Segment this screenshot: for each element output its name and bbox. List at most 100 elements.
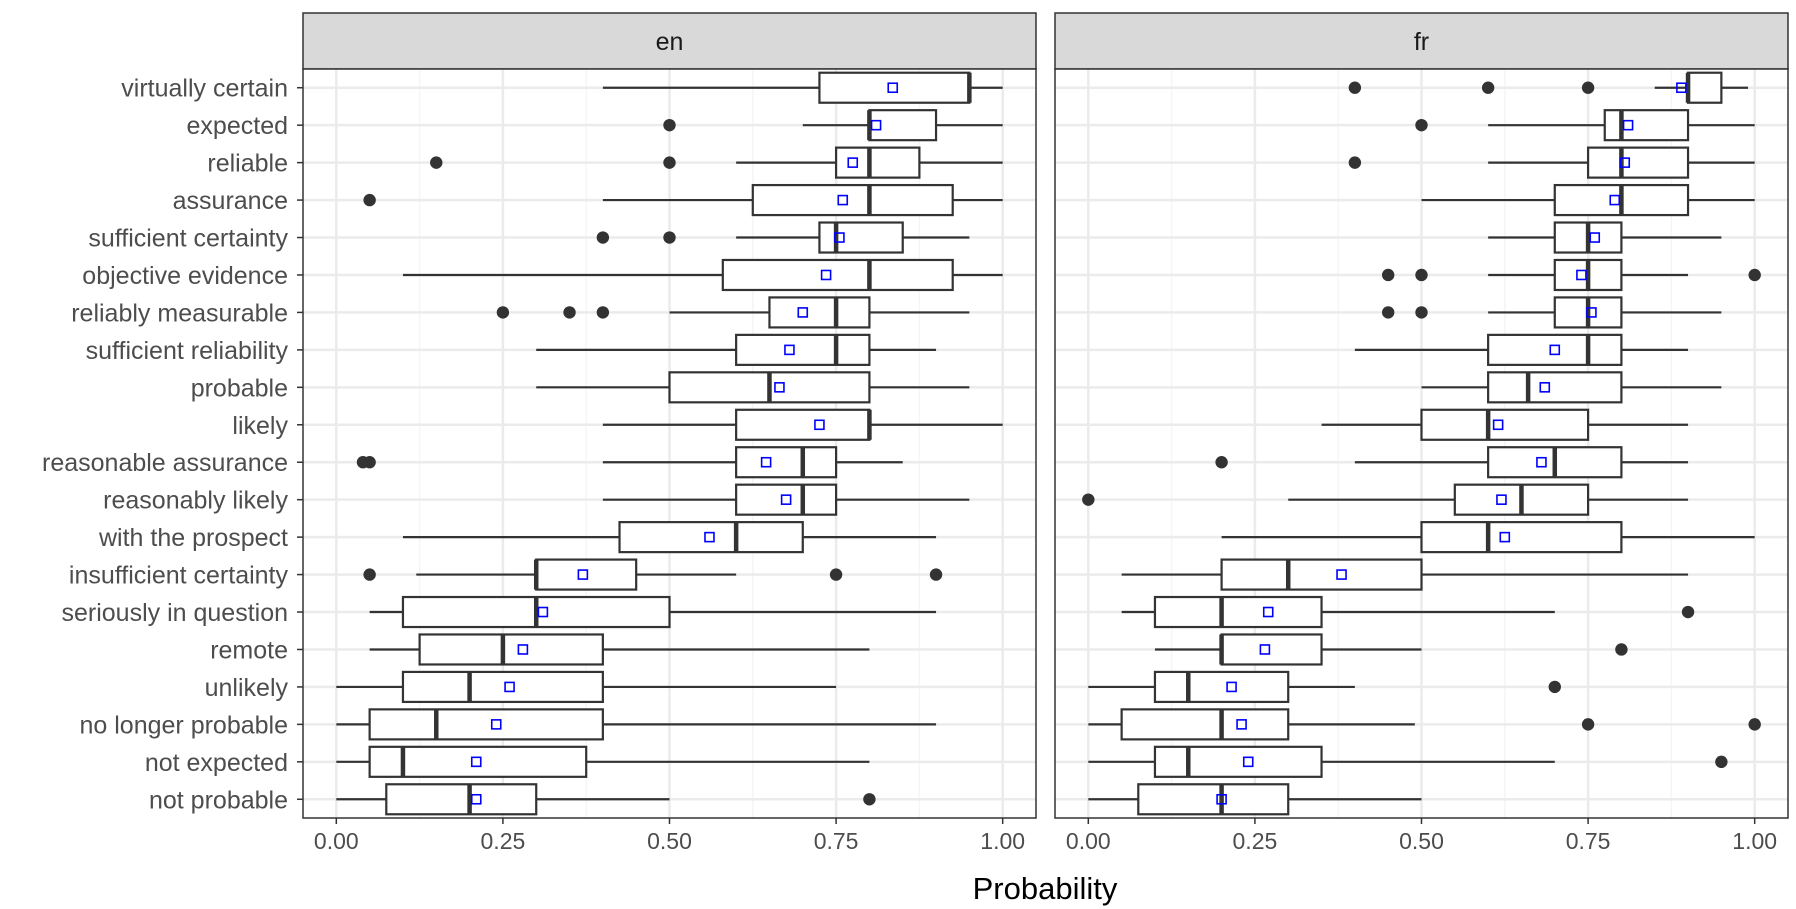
category-label: no longer probable	[80, 711, 289, 739]
outlier-point	[1581, 81, 1595, 94]
iqr-box	[618, 521, 804, 554]
iqr-box	[368, 708, 604, 741]
iqr-box	[768, 296, 871, 329]
boxplot	[1221, 521, 1755, 554]
mean-marker	[780, 494, 792, 505]
category-label: remote	[210, 636, 288, 664]
mean-marker	[704, 531, 715, 543]
iqr-box	[1153, 595, 1323, 629]
boxplot	[536, 333, 937, 366]
boxplot	[1348, 71, 1749, 104]
boxplot	[356, 446, 903, 479]
iqr-box	[418, 633, 604, 666]
outlier-point	[663, 118, 676, 132]
x-tick-label: 0.25	[1233, 828, 1278, 854]
iqr-box	[1586, 146, 1690, 179]
iqr-box	[1603, 109, 1690, 142]
mean-marker	[577, 569, 589, 580]
x-tick-label: 0.00	[314, 828, 359, 854]
category-label: probable	[191, 374, 288, 402]
mean-marker	[784, 344, 795, 356]
iqr-box	[1137, 783, 1290, 816]
outlier-point	[563, 306, 576, 319]
boxplot	[1381, 258, 1761, 292]
mean-marker	[774, 382, 785, 393]
mean-marker	[470, 793, 482, 805]
iqr-box	[1487, 371, 1623, 404]
mean-marker	[1499, 531, 1511, 543]
mean-marker	[537, 606, 549, 618]
boxplot	[336, 783, 876, 816]
outlier-point	[1415, 268, 1428, 282]
iqr-box	[818, 221, 904, 254]
category-label: not probable	[149, 786, 288, 814]
outlier-point	[663, 156, 676, 169]
outlier-point	[1415, 118, 1428, 132]
facet-strip	[1054, 12, 1789, 70]
boxplot	[1421, 183, 1755, 217]
outlier-point	[1082, 493, 1095, 506]
boxplot	[402, 258, 1003, 292]
outlier-point	[1548, 680, 1561, 694]
outlier-point	[863, 793, 876, 806]
mean-marker	[1609, 194, 1621, 206]
mean-marker	[820, 269, 832, 281]
mean-marker	[1536, 456, 1547, 468]
boxplot	[1082, 483, 1689, 516]
x-tick-label: 0.50	[647, 828, 692, 854]
mean-marker	[760, 456, 772, 468]
iqr-box	[735, 483, 838, 516]
boxplot	[1088, 783, 1422, 816]
x-axis-title: Probability	[973, 871, 1118, 906]
boxplot	[536, 371, 970, 404]
facet-panels: en 0.00 0.25 0.50 0.75 1.00 fr 0.00 0.25 0.50 0.75…	[302, 12, 1789, 854]
iqr-box	[1153, 670, 1290, 704]
category-label: with the prospect	[98, 524, 288, 552]
boxplot	[602, 408, 1003, 441]
boxplot	[1488, 221, 1722, 254]
mean-marker	[1576, 269, 1587, 281]
boxplot	[1121, 558, 1689, 591]
facet-strip-label: fr	[1414, 28, 1429, 56]
facet-strip	[302, 12, 1037, 70]
outlier-point	[1381, 306, 1395, 319]
outlier-point	[363, 456, 376, 469]
category-label: not expected	[145, 749, 288, 777]
mean-marker	[847, 157, 859, 168]
category-label: reliable	[207, 150, 288, 178]
outlier-point	[1348, 156, 1362, 169]
boxplot	[496, 296, 970, 329]
category-label: objective evidence	[82, 262, 288, 290]
category-label: seriously in question	[61, 599, 288, 627]
category-labels: virtually certain expected reliable assuran…	[42, 75, 303, 814]
iqr-box	[1220, 558, 1423, 591]
mean-marker	[1262, 606, 1274, 618]
mean-marker	[1589, 232, 1601, 243]
outlier-point	[1215, 456, 1228, 469]
mean-marker	[1336, 569, 1347, 580]
boxplot	[1381, 296, 1722, 329]
iqr-box	[818, 71, 971, 104]
category-label: reasonable assurance	[42, 449, 288, 477]
iqr-box	[1153, 745, 1323, 778]
iqr-box	[721, 258, 954, 292]
boxplot	[1121, 595, 1695, 629]
outlier-point	[1715, 755, 1728, 769]
outlier-point	[1581, 718, 1595, 731]
outlier-point	[596, 306, 610, 319]
mean-marker	[1259, 644, 1271, 655]
boxplot	[336, 670, 837, 704]
outlier-point	[363, 193, 376, 207]
mean-marker	[870, 119, 882, 131]
boxplot	[1088, 708, 1761, 741]
boxplot	[369, 633, 870, 666]
x-tick-label: 0.75	[814, 828, 859, 854]
boxplot	[336, 708, 937, 741]
outlier-point	[1381, 268, 1395, 282]
iqr-box	[1420, 408, 1590, 441]
mean-marker	[887, 82, 899, 94]
category-label: expected	[187, 112, 288, 140]
category-label: reliably measurable	[71, 299, 288, 327]
boxplot	[1348, 146, 1755, 179]
iqr-box	[751, 183, 954, 217]
